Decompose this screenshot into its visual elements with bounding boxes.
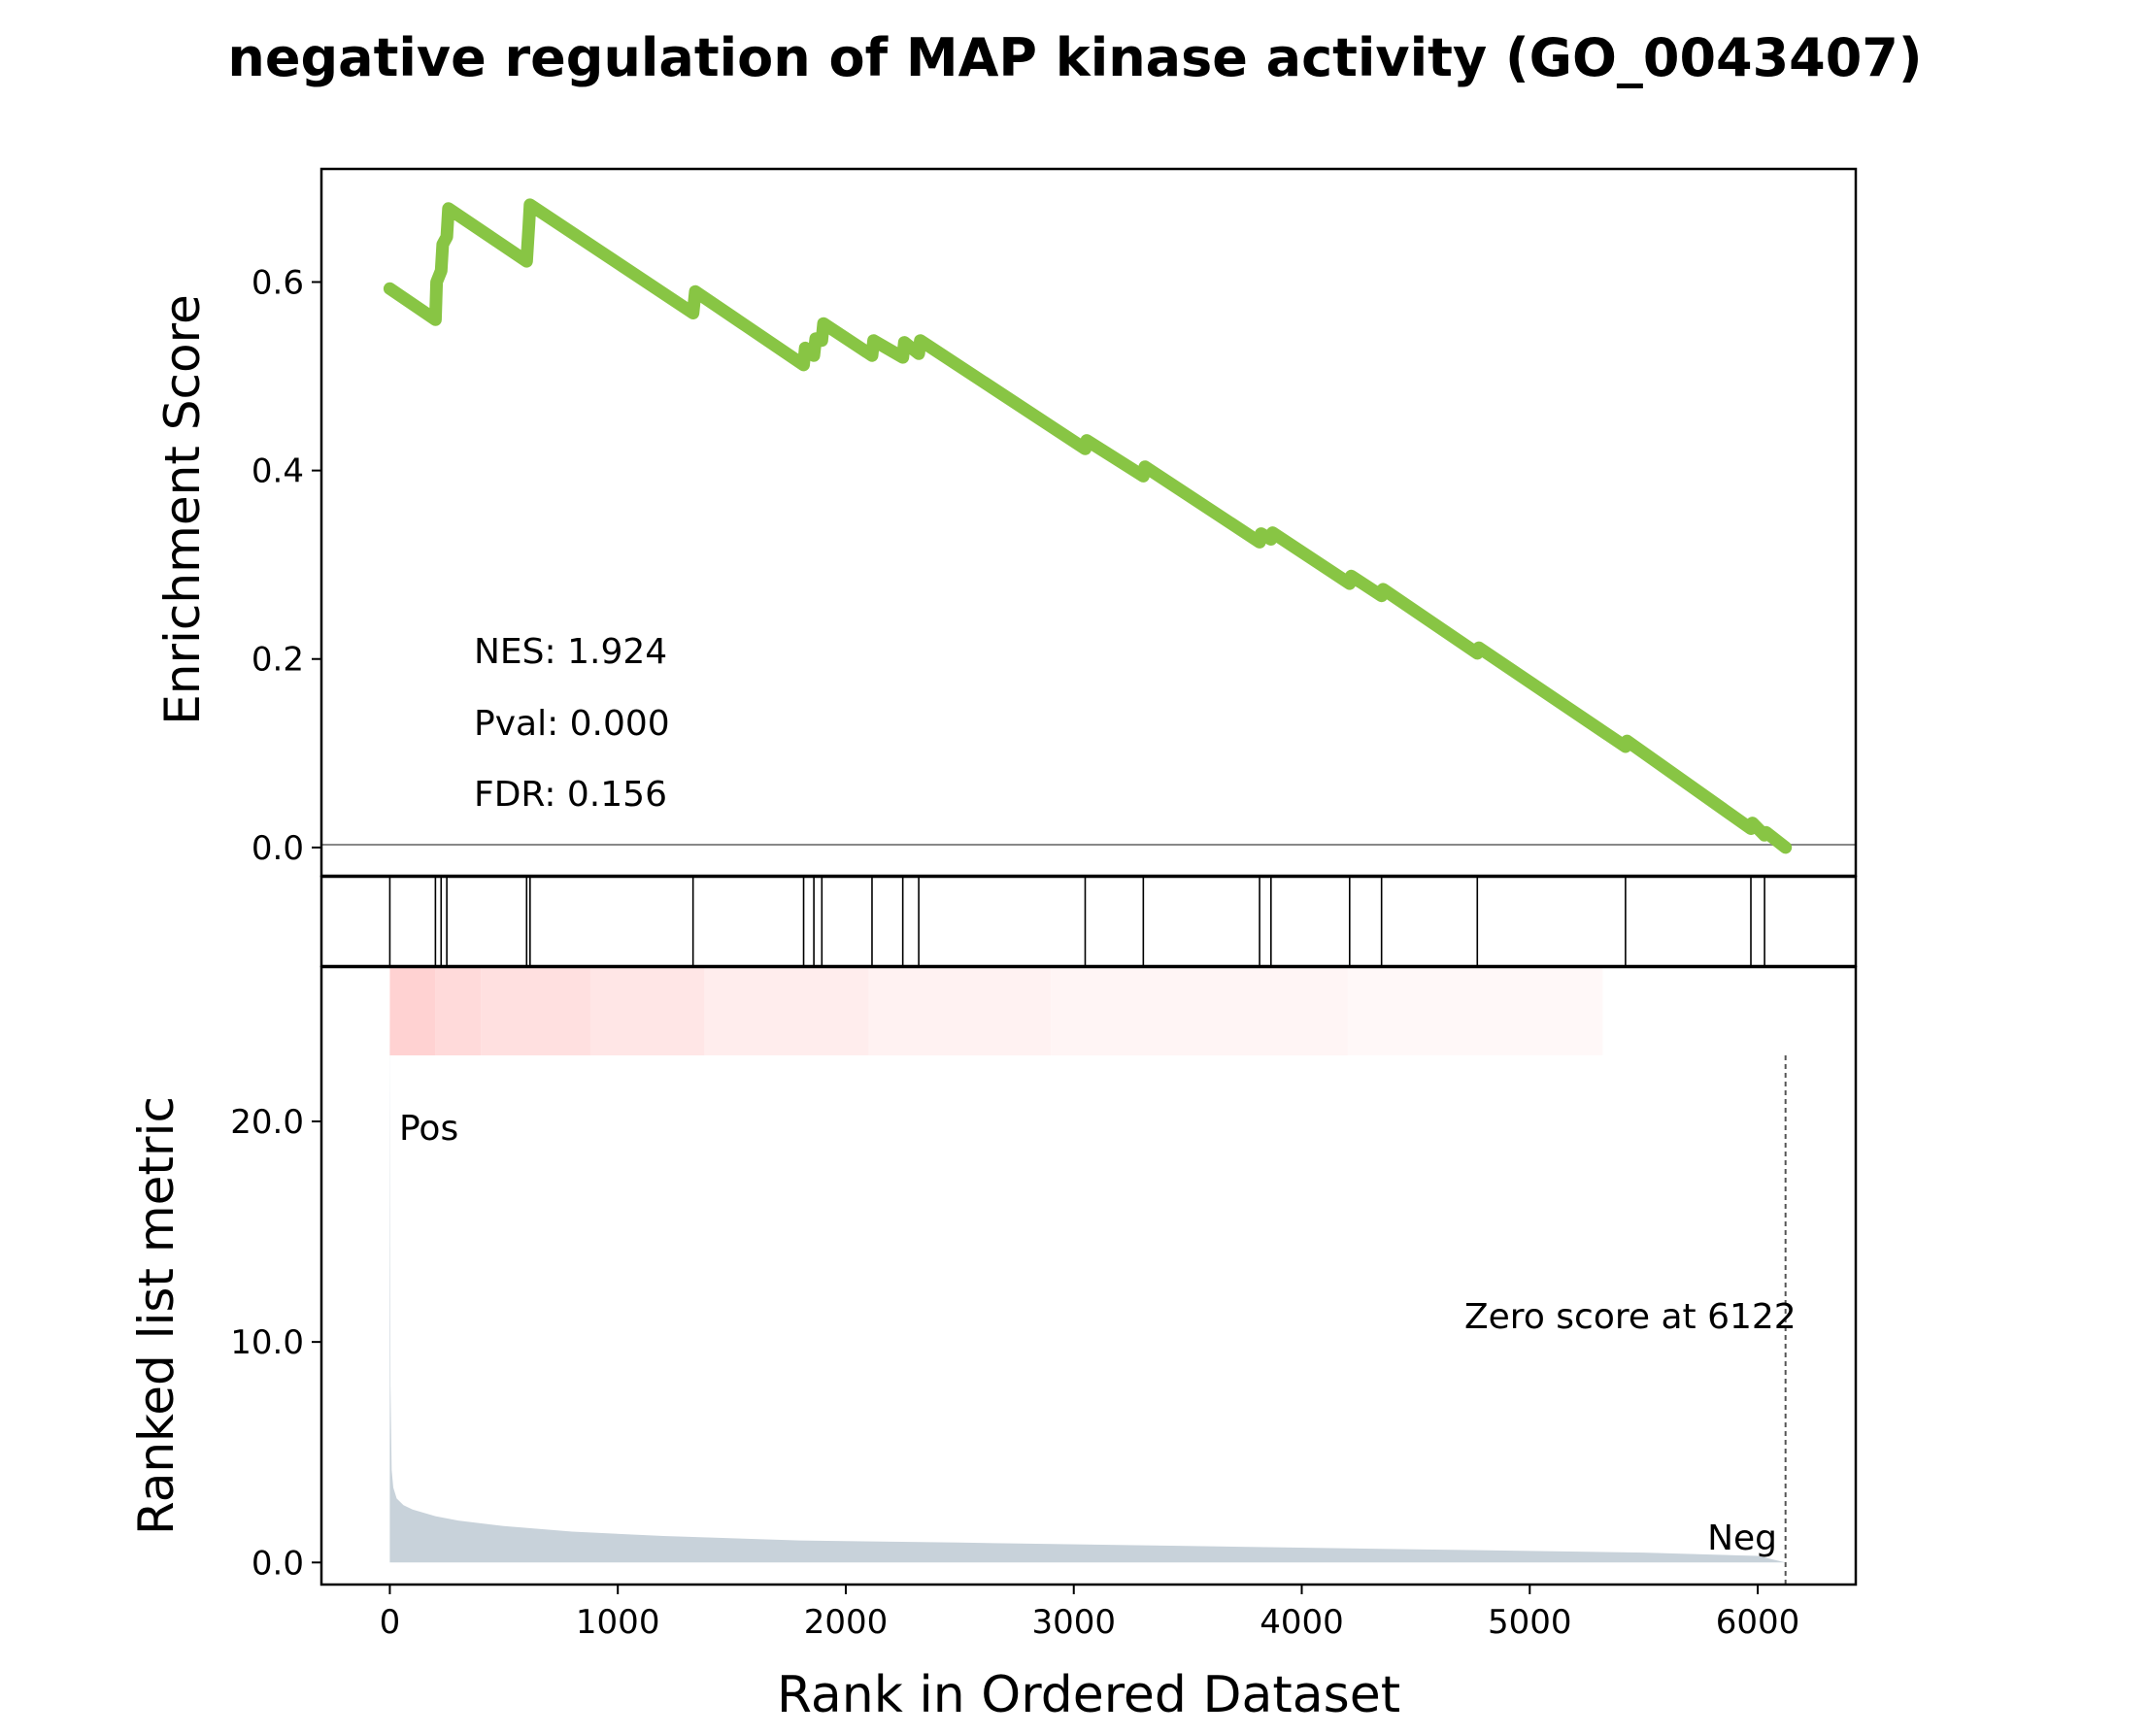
heat-segment <box>435 967 482 1055</box>
rank-y-tick-label: 0.0 <box>252 1544 304 1583</box>
es-y-axis: 0.0 0.2 0.4 0.6 <box>252 263 321 868</box>
rank-y-axis-label: Ranked list metric <box>128 1096 185 1535</box>
es-y-tick-label: 0.6 <box>252 263 304 302</box>
x-tick-label: 5000 <box>1488 1603 1572 1642</box>
x-tick-label: 2000 <box>804 1603 889 1642</box>
x-axis-label: Rank in Ordered Dataset <box>777 1666 1400 1724</box>
x-tick-label: 1000 <box>576 1603 660 1642</box>
hit-lines <box>388 877 1765 966</box>
pos-label: Pos <box>399 1109 458 1149</box>
hits-panel <box>319 875 1858 968</box>
rank-y-tick-label: 10.0 <box>230 1323 304 1362</box>
x-tick-label: 3000 <box>1031 1603 1116 1642</box>
heat-segment <box>481 967 591 1055</box>
es-panel-frame <box>319 167 1858 878</box>
rank-x-axis: 0 1000 2000 3000 4000 5000 6000 <box>380 1585 1800 1642</box>
heat-segment <box>1602 967 1786 1055</box>
heat-segment <box>704 967 869 1055</box>
rank-panel: Pos Neg Zero score at 6122 0.0 10.0 20.0 0… <box>128 965 1858 1724</box>
es-y-tick-label: 0.0 <box>252 829 304 868</box>
neg-label: Neg <box>1707 1519 1777 1558</box>
heat-segment <box>1347 967 1603 1055</box>
es-curve <box>383 198 1793 854</box>
heat-segment <box>590 967 705 1055</box>
rank-y-tick-label: 20.0 <box>230 1103 304 1142</box>
chart-title: negative regulation of MAP kinase activi… <box>227 27 1922 88</box>
zero-score-annotation: Zero score at 6122 <box>1464 1297 1797 1337</box>
x-tick-label: 4000 <box>1260 1603 1344 1642</box>
es-y-axis-label: Enrichment Score <box>154 294 211 725</box>
es-panel: NES: 1.924 Pval: 0.000 FDR: 0.156 0.0 0.2… <box>154 167 1858 878</box>
es-y-tick-label: 0.4 <box>252 452 304 491</box>
x-tick-label: 6000 <box>1716 1603 1800 1642</box>
heat-segment <box>1051 967 1348 1055</box>
fdr-annotation: FDR: 0.156 <box>474 775 667 815</box>
rank-metric-area <box>389 1016 1786 1563</box>
heat-strip <box>389 967 1786 1055</box>
heat-segment <box>389 967 436 1055</box>
es-y-tick-label: 0.2 <box>252 641 304 680</box>
heat-segment <box>868 967 1052 1055</box>
pval-annotation: Pval: 0.000 <box>474 704 670 744</box>
nes-annotation: NES: 1.924 <box>474 632 667 672</box>
rank-y-axis: 0.0 10.0 20.0 <box>230 1103 321 1583</box>
rank-panel-frame <box>319 965 1858 1586</box>
x-tick-label: 0 <box>380 1603 401 1642</box>
